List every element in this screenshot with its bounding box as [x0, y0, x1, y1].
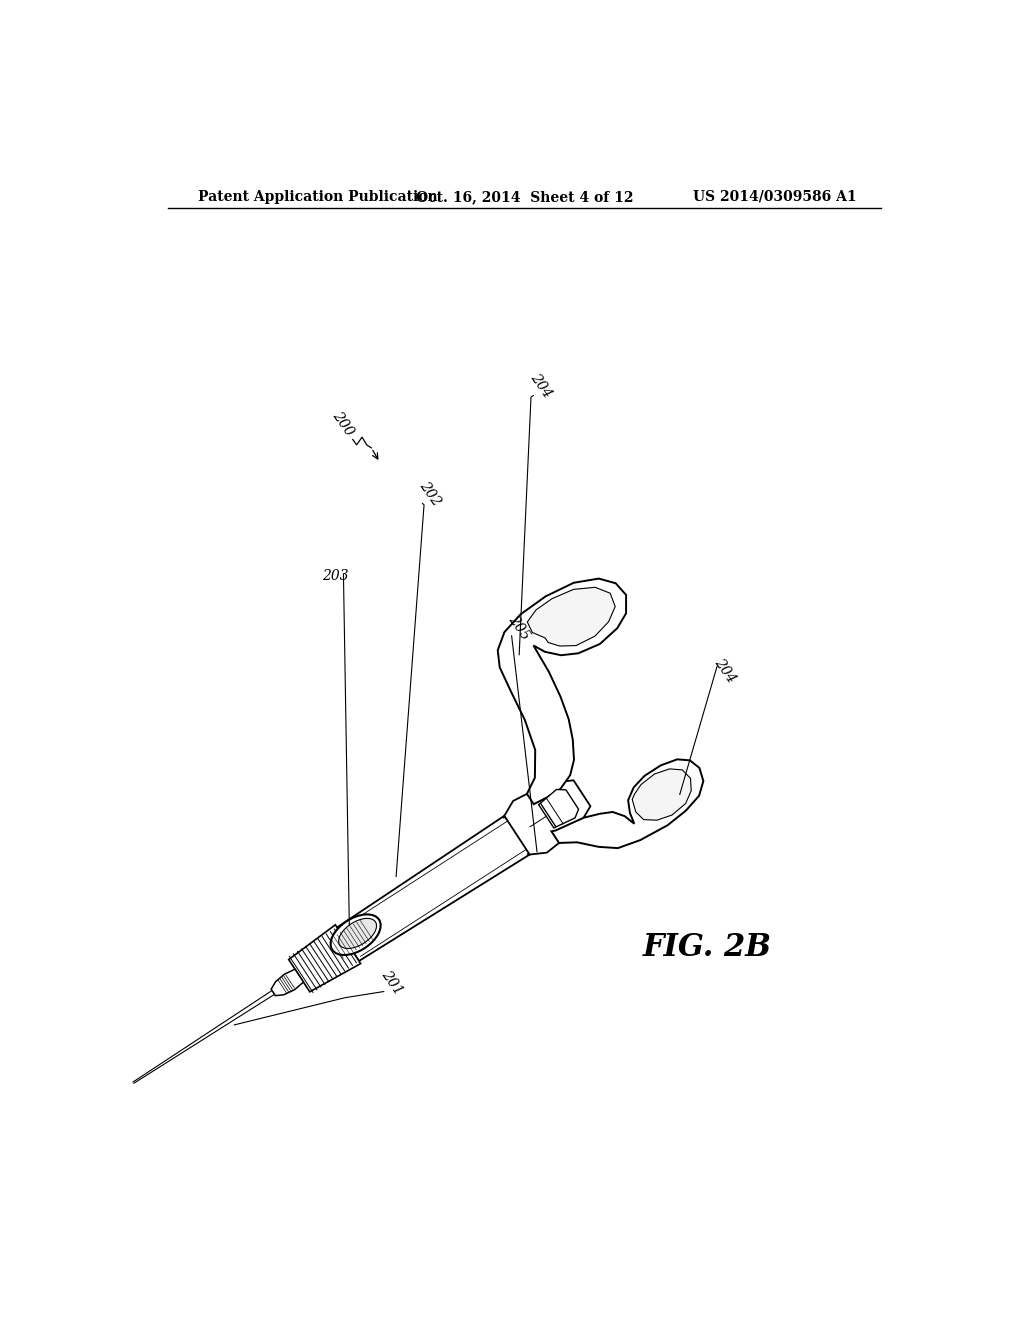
Text: 205: 205 — [506, 614, 532, 643]
Polygon shape — [505, 780, 591, 854]
Polygon shape — [289, 925, 360, 991]
Polygon shape — [632, 768, 691, 820]
Text: 202: 202 — [417, 478, 443, 508]
Text: 200: 200 — [330, 409, 356, 440]
Polygon shape — [552, 759, 703, 849]
Polygon shape — [539, 789, 579, 828]
Text: FIG. 2B: FIG. 2B — [643, 932, 772, 964]
Polygon shape — [527, 587, 615, 645]
Text: Patent Application Publication: Patent Application Publication — [198, 190, 437, 203]
Polygon shape — [271, 969, 303, 995]
Text: 203: 203 — [323, 569, 349, 582]
Polygon shape — [498, 578, 626, 804]
Text: 204: 204 — [527, 371, 554, 400]
Text: 201: 201 — [378, 968, 404, 997]
Text: 204: 204 — [712, 656, 738, 685]
Ellipse shape — [339, 919, 377, 949]
Text: US 2014/0309586 A1: US 2014/0309586 A1 — [693, 190, 856, 203]
Polygon shape — [337, 810, 541, 961]
Ellipse shape — [331, 915, 381, 954]
Text: Oct. 16, 2014  Sheet 4 of 12: Oct. 16, 2014 Sheet 4 of 12 — [416, 190, 634, 203]
